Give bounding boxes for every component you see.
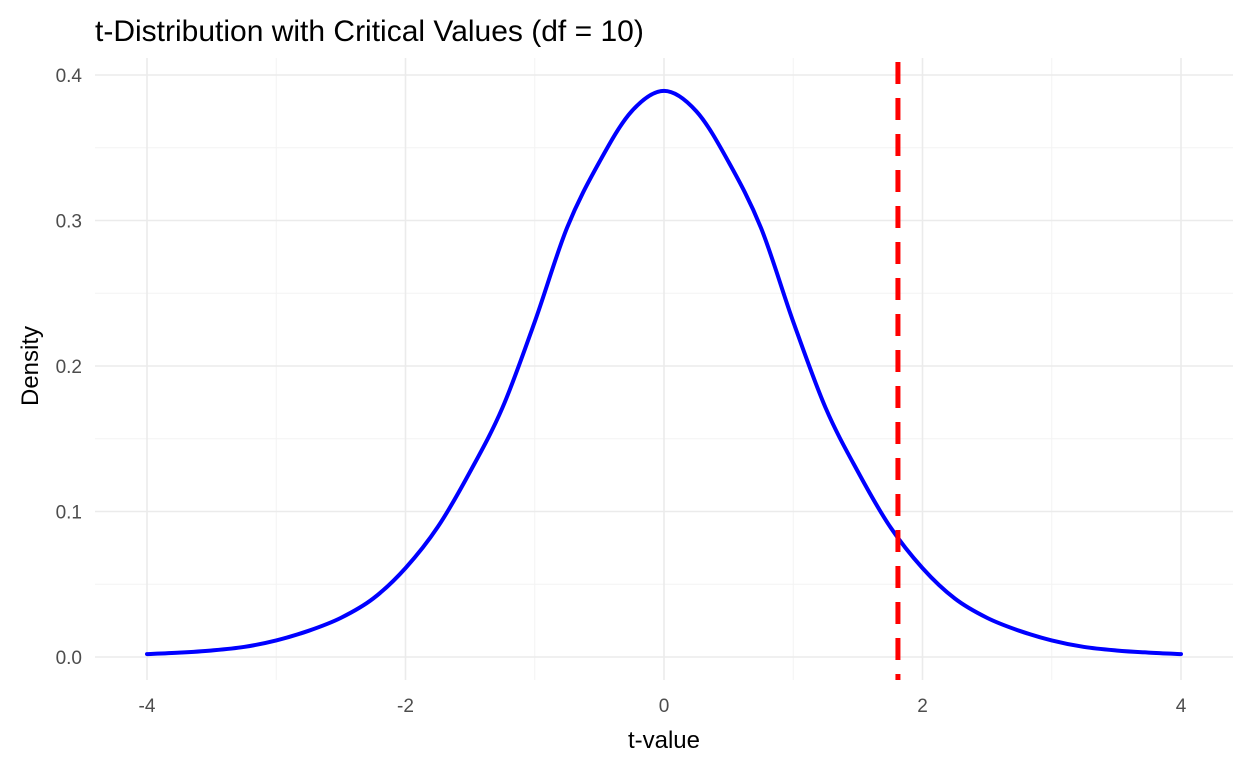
x-axis-ticks: -4 -2 0 2 4 [139,696,1187,717]
y-tick-label: 0.1 [56,503,82,524]
density-curve-layer [145,88,1183,657]
y-tick-label: 0.2 [56,357,82,378]
y-tick-label: 0.0 [56,648,82,669]
x-tick-label: 4 [1176,696,1187,717]
x-tick-label: -2 [397,696,414,717]
y-axis-ticks: 0.0 0.1 0.2 0.3 0.4 [56,66,83,669]
chart-title: t-Distribution with Critical Values (df … [95,15,644,48]
x-tick-label: 0 [659,696,670,717]
x-axis-title: t-value [628,727,700,754]
y-tick-label: 0.4 [56,66,83,87]
y-axis-title: Density [17,326,44,406]
density-curve [145,88,1183,657]
major-gridlines [95,58,1233,680]
x-tick-label: 2 [917,696,928,717]
x-tick-label: -4 [139,696,156,717]
y-tick-label: 0.3 [56,212,82,233]
